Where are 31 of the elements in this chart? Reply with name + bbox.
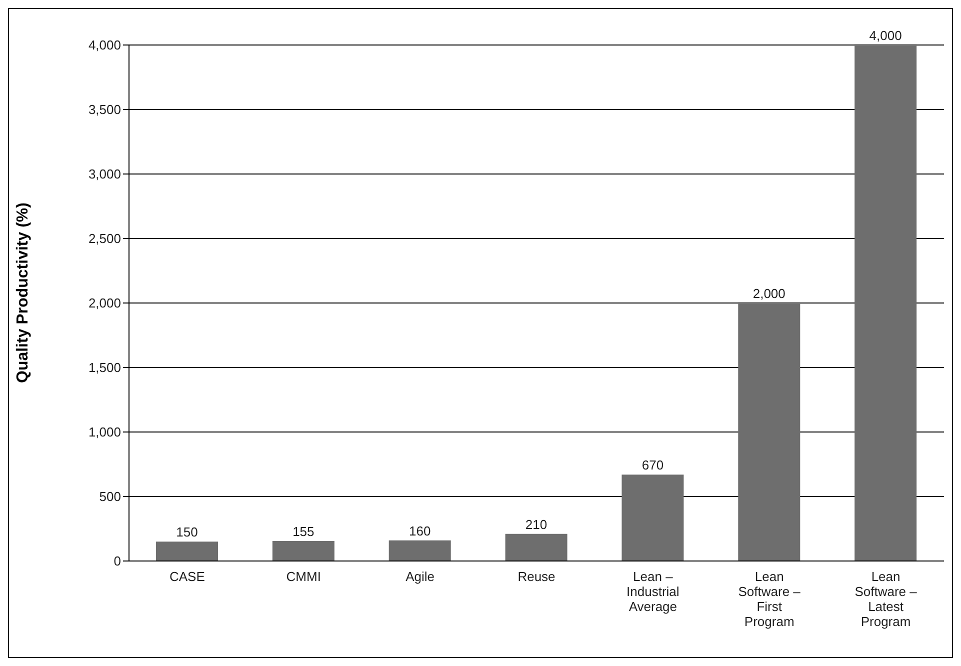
bar [505,534,568,561]
y-tick-label: 3,000 [88,166,121,182]
y-axis-title: Quality Productivity (%) [14,202,32,383]
data-label: 160 [409,523,431,538]
x-tick-label: Lean Software – First Program [738,569,802,629]
data-label: 2,000 [752,286,786,301]
x-tick-label: Reuse [518,569,556,584]
x-tick-label: CMMI [286,569,321,584]
data-label: 155 [292,524,314,540]
bar [388,540,451,561]
data-label: 150 [176,524,198,540]
y-tick-label: 2,500 [88,231,121,246]
y-tick-label: 0 [114,554,121,569]
x-tick-label: Lean Software – Latest Program [854,569,918,629]
y-tick-label: 2,000 [88,296,121,311]
x-tick-label: Agile [406,569,435,584]
bar [854,45,917,561]
y-tick-label: 3,500 [88,102,121,118]
bar [156,542,218,561]
bar [738,303,800,561]
x-tick-label: Lean – Industrial Average [626,569,680,614]
bar [272,541,334,561]
y-tick-label: 500 [99,489,121,504]
y-tick-label: 4,000 [88,38,121,53]
y-tick-label: 1,500 [88,360,121,376]
data-label: 210 [525,516,548,532]
data-label: 4,000 [869,28,902,43]
bar [622,474,684,561]
data-label: 670 [642,458,664,473]
x-tick-label: CASE [170,569,206,584]
y-tick-label: 1,000 [88,424,121,440]
